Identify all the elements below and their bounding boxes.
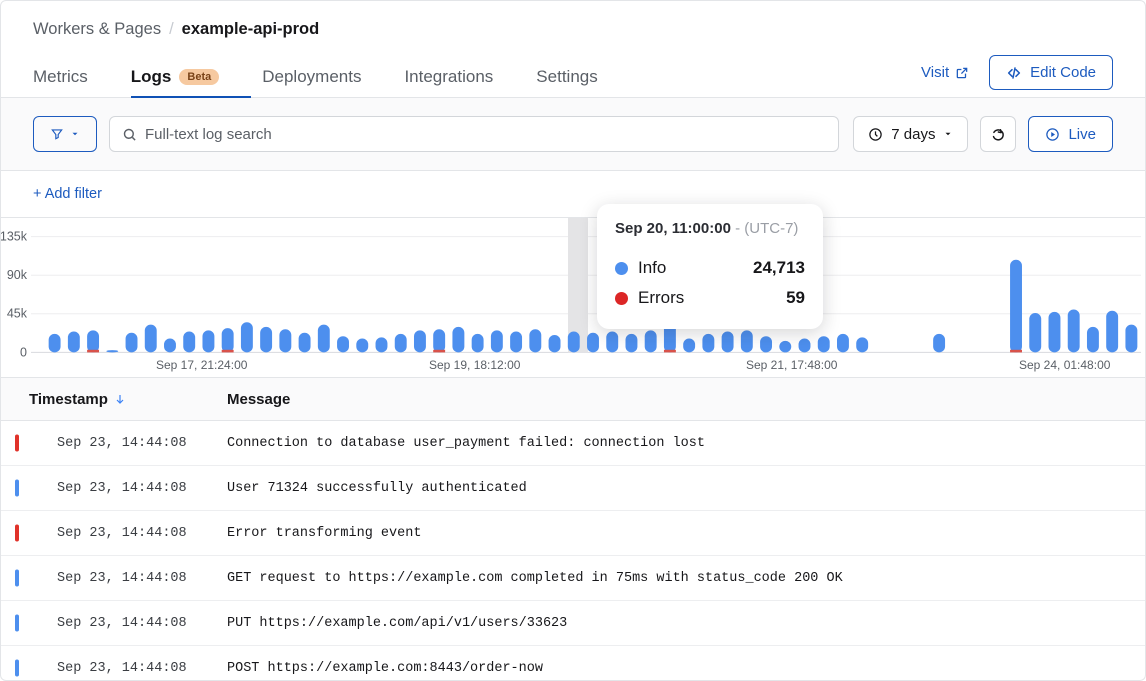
svg-text:135k: 135k	[1, 230, 28, 244]
svg-text:Sep 19, 18:12:00: Sep 19, 18:12:00	[429, 358, 521, 372]
svg-text:Sep 17, 21:24:00: Sep 17, 21:24:00	[156, 358, 248, 372]
svg-text:45k: 45k	[7, 307, 28, 321]
svg-text:Sep 24, 01:48:00: Sep 24, 01:48:00	[1019, 358, 1111, 372]
svg-text:0: 0	[20, 345, 27, 359]
svg-text:90k: 90k	[7, 268, 28, 282]
svg-text:Sep 21, 17:48:00: Sep 21, 17:48:00	[746, 358, 838, 372]
